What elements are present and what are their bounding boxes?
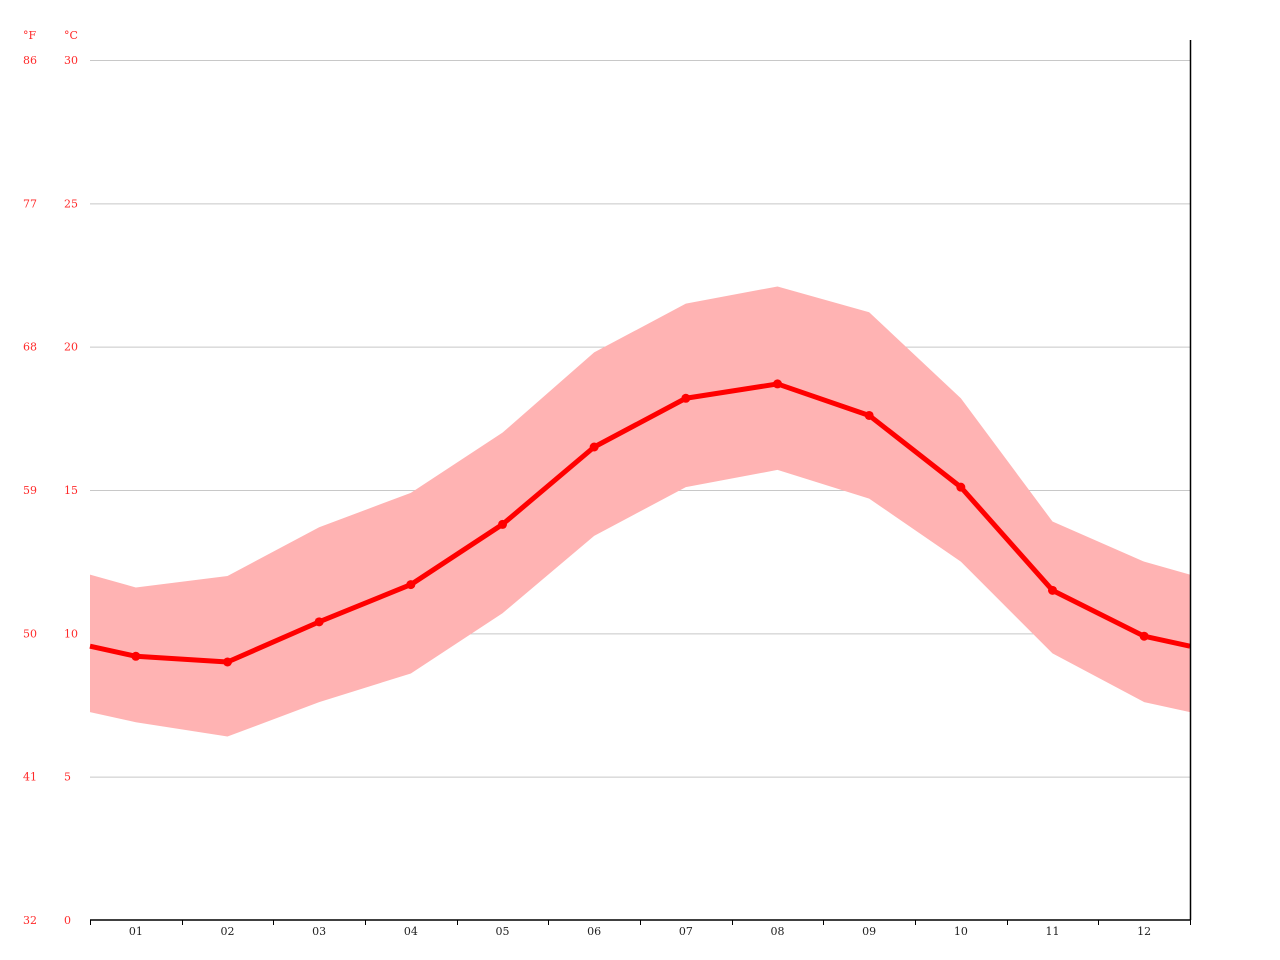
data-point (498, 519, 507, 529)
data-point (956, 482, 966, 492)
y-tick-label-f: 59 (23, 484, 37, 497)
data-point (681, 393, 691, 403)
celsius-unit-label: °C (64, 29, 78, 42)
data-point (1139, 631, 1149, 641)
y-tick-label-f: 68 (23, 341, 37, 354)
y-axis-labels: °F °C 32 0 41 5 50 10 59 15 68 20 77 25 86 30 (23, 29, 78, 927)
y-tick-label-c: 30 (64, 54, 78, 67)
y-tick-label-c: 25 (64, 197, 78, 210)
x-tick-label: 10 (954, 925, 968, 938)
y-tick-label-c: 5 (64, 771, 71, 784)
y-tick-label-c: 0 (64, 914, 71, 927)
average-temperature-points (131, 379, 1149, 667)
x-axis-ticks (90, 920, 1191, 925)
x-axis-labels: 01 02 03 04 05 06 07 08 09 10 11 12 (129, 925, 1151, 938)
x-tick-label: 08 (771, 925, 785, 938)
fahrenheit-unit-label: °F (23, 29, 37, 42)
data-point (773, 379, 782, 389)
y-tick-label-f: 32 (23, 914, 37, 927)
x-tick-label: 04 (404, 925, 418, 938)
x-tick-label: 12 (1137, 925, 1151, 938)
data-point (1048, 585, 1057, 595)
data-point (406, 580, 416, 590)
data-point (864, 410, 874, 420)
y-tick-label-f: 41 (23, 771, 37, 784)
y-tick-label-f: 86 (23, 54, 37, 67)
data-point (314, 617, 324, 627)
y-tick-label-c: 20 (64, 341, 78, 354)
y-tick-label-f: 50 (23, 627, 37, 640)
x-tick-label: 07 (679, 925, 693, 938)
y-tick-label-c: 15 (64, 484, 78, 497)
data-point (223, 657, 232, 667)
min-max-temperature-band (90, 286, 1190, 737)
x-tick-label: 02 (221, 925, 235, 938)
x-tick-label: 01 (129, 925, 143, 938)
x-tick-label: 05 (496, 925, 510, 938)
y-tick-label-f: 77 (23, 197, 37, 210)
x-tick-label: 11 (1046, 925, 1060, 938)
x-tick-label: 09 (862, 925, 876, 938)
average-temperature-line (89, 381, 1191, 665)
x-tick-label: 03 (312, 925, 326, 938)
x-tick-label: 06 (587, 925, 601, 938)
data-point (589, 442, 599, 452)
data-point (131, 651, 141, 661)
y-tick-label-c: 10 (64, 627, 78, 640)
